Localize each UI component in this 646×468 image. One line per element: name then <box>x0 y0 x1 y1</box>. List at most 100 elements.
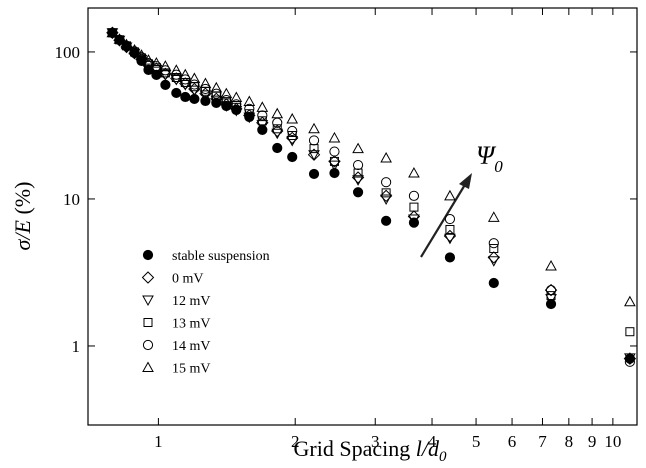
data-point <box>272 142 283 154</box>
series <box>106 26 636 307</box>
data-point <box>188 72 201 83</box>
legend-label: 12 mV <box>172 294 211 309</box>
data-point <box>287 125 298 137</box>
data-point <box>199 77 212 88</box>
legend-label: stable suspension <box>172 249 270 264</box>
legend-marker <box>142 249 154 261</box>
series <box>106 26 637 365</box>
data-point <box>150 57 163 68</box>
data-point <box>329 167 340 179</box>
data-point <box>170 74 183 86</box>
data-point <box>231 99 242 110</box>
x-tick-label: 6 <box>508 432 517 451</box>
x-tick-label: 2 <box>291 432 300 451</box>
data-point <box>230 91 243 102</box>
data-point <box>381 215 392 226</box>
data-point <box>287 151 298 163</box>
annotation-sub: 0 <box>494 157 503 176</box>
data-point <box>113 33 126 44</box>
data-point <box>272 124 282 134</box>
data-point <box>546 291 556 301</box>
legend-label: 0 mV <box>172 272 204 287</box>
data-point <box>308 135 320 146</box>
data-point <box>180 91 191 103</box>
x-label-sub: 0 <box>439 449 447 465</box>
data-point <box>408 214 420 226</box>
data-point <box>113 35 126 47</box>
data-point <box>545 284 557 296</box>
data-point <box>624 356 635 367</box>
data-point <box>286 135 299 147</box>
data-point <box>159 60 172 71</box>
data-point <box>352 142 364 154</box>
data-point <box>120 38 133 50</box>
annotation-var: Ψ <box>476 141 497 170</box>
y-tick-label: 10 <box>63 190 80 209</box>
data-point <box>380 151 392 163</box>
data-point <box>353 168 363 178</box>
data-point <box>352 187 364 198</box>
data-point <box>487 256 500 267</box>
legend: stable suspension 0 mV 12 mV 13 mV 14 mV 15 m… <box>141 249 270 377</box>
data-point <box>287 131 297 141</box>
x-label-var: l/d <box>416 436 440 461</box>
data-point <box>286 112 299 124</box>
data-point <box>544 283 558 297</box>
data-point <box>445 224 455 234</box>
x-tick-label: 7 <box>538 432 547 451</box>
legend-label: 15 mV <box>172 362 211 377</box>
data-point <box>488 277 499 289</box>
data-point <box>256 101 269 112</box>
data-point <box>380 194 392 205</box>
data-point <box>308 168 320 180</box>
data-point <box>243 95 256 107</box>
legend-label: 14 mV <box>172 339 211 354</box>
data-point <box>220 101 233 112</box>
data-point <box>159 70 172 81</box>
annotation: Ψ0 <box>476 141 503 176</box>
data-point <box>624 353 636 364</box>
data-point <box>381 177 392 188</box>
data-point <box>487 211 500 222</box>
data-point <box>444 252 456 263</box>
data-point <box>200 83 211 95</box>
y-label-text: (%) <box>10 182 35 220</box>
data-point <box>220 87 233 99</box>
data-point <box>189 79 200 90</box>
legend-marker <box>142 361 154 372</box>
data-point <box>221 95 232 106</box>
data-point <box>171 87 182 99</box>
legend-marker <box>142 295 154 307</box>
y-label-var: σ/E <box>10 219 35 250</box>
data-point <box>160 79 171 90</box>
data-point <box>121 40 132 51</box>
data-point <box>180 74 191 85</box>
data-point <box>122 41 132 51</box>
data-point <box>308 150 320 161</box>
data-point <box>409 202 419 212</box>
data-point <box>179 68 192 80</box>
data-point <box>170 64 183 75</box>
x-tick-label: 5 <box>472 432 481 451</box>
data-point <box>328 131 341 143</box>
data-point <box>545 259 557 271</box>
data-point <box>257 110 268 121</box>
data-point <box>244 109 254 119</box>
arrow <box>420 173 472 258</box>
data-point <box>381 188 391 198</box>
x-axis-label: Grid Spacing l/d0 <box>294 436 447 465</box>
x-tick-label: 1 <box>154 432 163 451</box>
data-point <box>129 46 140 57</box>
data-point <box>179 80 192 91</box>
y-tick-label: 100 <box>55 43 81 62</box>
data-point <box>106 26 119 38</box>
y-tick-label: 1 <box>72 337 81 356</box>
data-point <box>352 159 364 171</box>
data-point <box>244 103 255 114</box>
data-point <box>408 167 420 178</box>
data-point <box>624 295 636 307</box>
x-tick-label: 8 <box>565 432 574 451</box>
data-point <box>444 213 456 225</box>
data-point <box>135 49 148 60</box>
